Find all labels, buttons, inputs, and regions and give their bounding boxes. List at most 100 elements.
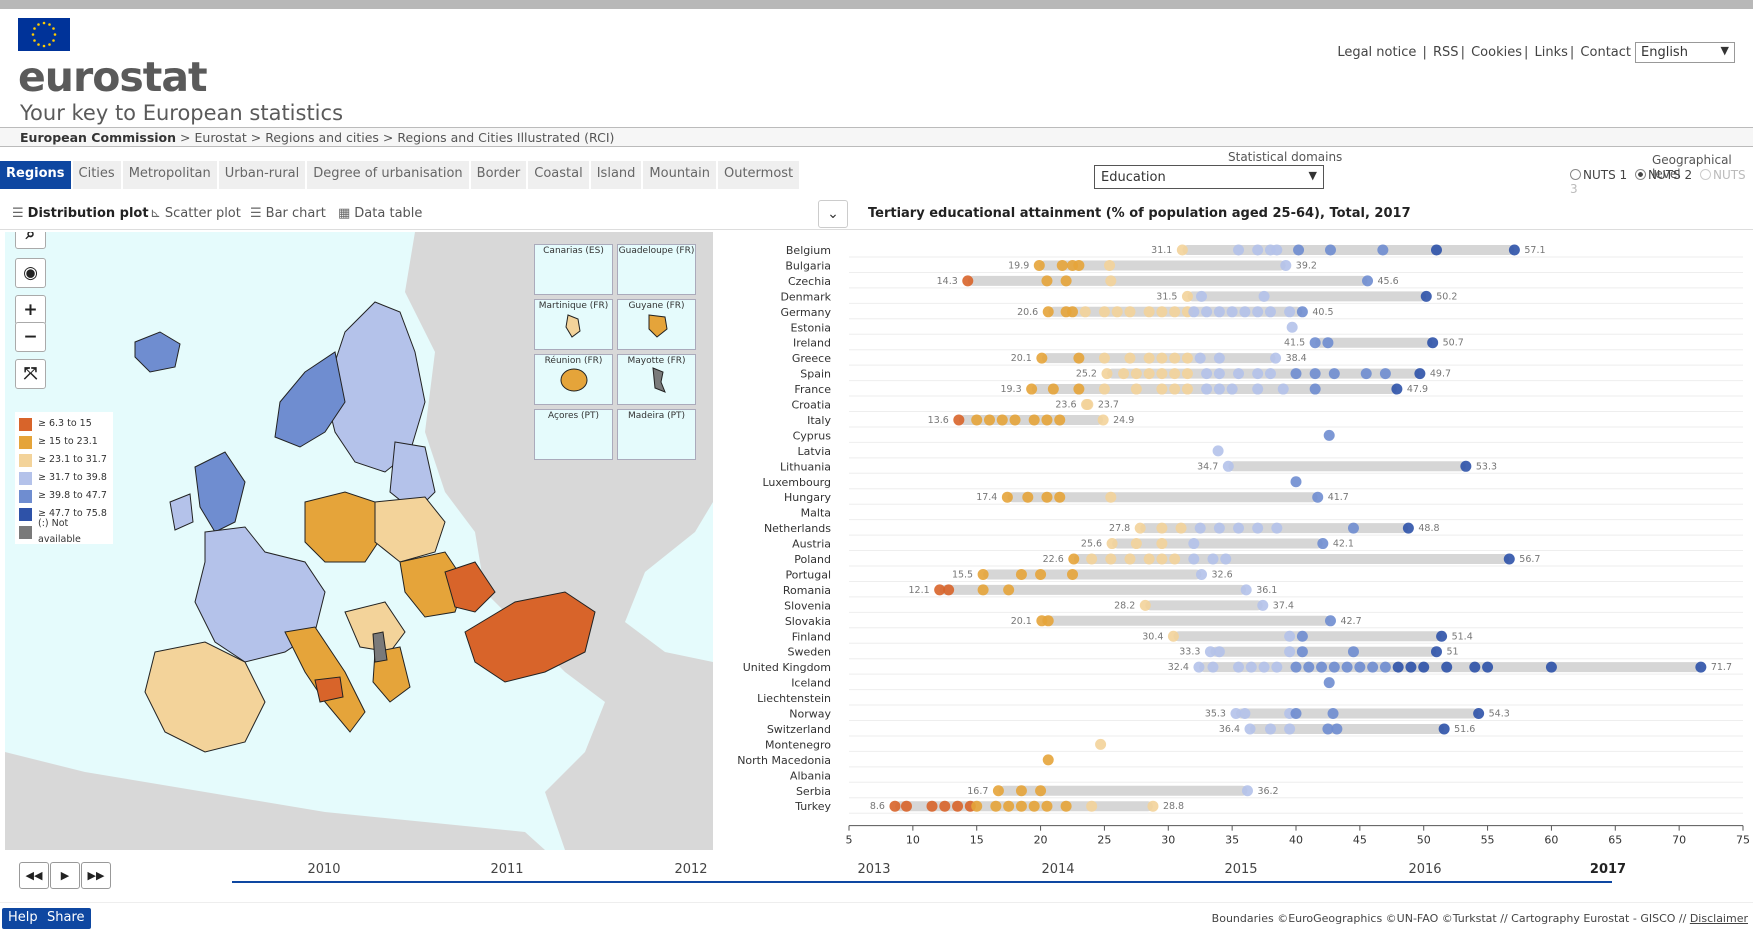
max-label: 36.1 [1256, 585, 1277, 596]
tab-cities[interactable]: Cities [72, 161, 121, 189]
tab-mountain[interactable]: Mountain [643, 161, 716, 189]
data-point [1240, 584, 1252, 596]
data-point [1156, 368, 1168, 380]
legend-item: ≥ 47.7 to 75.8 [19, 505, 109, 523]
zoom-in-button[interactable]: + [15, 295, 46, 325]
data-point [1271, 244, 1283, 256]
data-point [1213, 352, 1225, 364]
tab-degree-of-urbanisation[interactable]: Degree of urbanisation [307, 161, 469, 189]
year-2016[interactable]: 2016 [1408, 862, 1442, 877]
legal-notice-link[interactable]: Legal notice [1337, 45, 1417, 60]
cookies-link[interactable]: Cookies [1471, 45, 1522, 60]
choropleth-map[interactable]: ⌕ ◉ + − ⤧ ≥ 6.3 to 15 ≥ 15 to 23.1 ≥ 23.… [5, 232, 713, 850]
min-label: 20.1 [1011, 616, 1032, 627]
reset-extent-button[interactable]: ⤧ [15, 359, 46, 389]
year-2010[interactable]: 2010 [307, 862, 341, 877]
distribution-plot-tab[interactable]: ☰ Distribution plot [12, 206, 149, 221]
breadcrumb-item[interactable]: > Regions and cities [250, 130, 379, 145]
data-point [1286, 321, 1298, 333]
bar-chart-icon: ☰ [250, 206, 262, 221]
year-2014[interactable]: 2014 [1041, 862, 1075, 877]
tab-island[interactable]: Island [590, 161, 642, 189]
min-label: 20.6 [1017, 307, 1038, 318]
globe-button[interactable]: ◉ [15, 258, 46, 288]
nuts2-label[interactable]: NUTS 2 [1647, 168, 1693, 182]
year-2011[interactable]: 2011 [490, 862, 524, 877]
year-2015[interactable]: 2015 [1224, 862, 1258, 877]
data-point [1473, 708, 1485, 719]
contact-link[interactable]: Contact [1580, 45, 1631, 60]
collapse-button[interactable]: ⌄ [818, 200, 848, 228]
data-point [1213, 383, 1225, 395]
inset-guadeloupe[interactable]: Guadeloupe (FR) [617, 244, 696, 295]
data-point [1147, 800, 1159, 812]
data-table-tab[interactable]: ▦ Data table [338, 206, 422, 221]
year-2013[interactable]: 2013 [857, 862, 891, 877]
help-button[interactable]: Help [2, 908, 44, 929]
nuts2-radio[interactable] [1634, 169, 1646, 180]
rewind-button[interactable]: ◀◀ [19, 862, 49, 889]
data-point [1252, 522, 1264, 534]
year-2017[interactable]: 2017 [1589, 862, 1627, 877]
bar-chart-tab[interactable]: ☰ Bar chart [250, 206, 326, 221]
data-point [1257, 599, 1269, 611]
domains-select[interactable]: Education ▼ [1094, 165, 1324, 189]
data-point [1503, 553, 1515, 565]
max-label: 36.2 [1257, 786, 1278, 797]
data-point [1438, 723, 1450, 735]
eu-flag-logo[interactable] [18, 18, 70, 51]
inset-guyane[interactable]: Guyane (FR) [617, 299, 696, 350]
data-point [1377, 244, 1389, 256]
zoom-out-button[interactable]: − [15, 322, 46, 352]
legend-label: ≥ 6.3 to 15 [38, 418, 92, 429]
legend-item: ≥ 39.8 to 47.7 [19, 487, 109, 505]
legend-label: ≥ 23.1 to 31.7 [38, 454, 107, 465]
data-point [1082, 399, 1094, 410]
data-point [1545, 661, 1557, 673]
breadcrumb-item[interactable]: > Eurostat [180, 130, 247, 145]
timeline-track[interactable] [232, 881, 1612, 883]
links-link[interactable]: Links [1534, 45, 1568, 60]
max-label: 50.2 [1436, 291, 1457, 302]
legend-item: ≥ 15 to 23.1 [19, 433, 109, 451]
data-point [1097, 414, 1109, 426]
inset-mayotte[interactable]: Mayotte (FR) [617, 354, 696, 405]
data-point [1508, 244, 1520, 256]
data-point [926, 800, 938, 812]
data-point [1167, 630, 1179, 642]
tab-coastal[interactable]: Coastal [528, 161, 589, 189]
search-button[interactable]: ⌕ [15, 232, 46, 249]
nuts1-radio[interactable] [1570, 169, 1581, 180]
tab-regions[interactable]: Regions [0, 161, 71, 189]
play-button[interactable]: ▶ [50, 862, 80, 889]
eurostat-logo-text[interactable]: eurostat [18, 53, 208, 101]
forward-button[interactable]: ▶▶ [81, 862, 111, 889]
data-point [1156, 553, 1168, 565]
disclaimer-link[interactable]: Disclaimer [1689, 912, 1748, 925]
legend-item: ≥ 6.3 to 15 [19, 415, 109, 433]
inset-martinique[interactable]: Martinique (FR) [534, 299, 613, 350]
nuts1-label[interactable]: NUTS 1 [1583, 168, 1628, 182]
tab-metropolitan[interactable]: Metropolitan [122, 161, 217, 189]
guyane-shape [648, 314, 668, 338]
country-label: North Macedonia [737, 754, 831, 767]
tab-urban-rural[interactable]: Urban-rural [218, 161, 306, 189]
scatter-plot-tab[interactable]: ⊾ Scatter plot [150, 206, 241, 221]
inset-canarias[interactable]: Canarias (ES) [534, 244, 613, 295]
language-select[interactable]: English ▼ [1635, 42, 1735, 63]
share-button[interactable]: Share [41, 908, 91, 929]
tab-outermost[interactable]: Outermost [717, 161, 800, 189]
data-point [1041, 800, 1053, 812]
data-point [1042, 615, 1054, 627]
inset-acores[interactable]: Açores (PT) [534, 409, 613, 460]
data-point [1322, 723, 1334, 735]
year-2012[interactable]: 2012 [674, 862, 708, 877]
breadcrumb-root[interactable]: European Commission [20, 130, 177, 145]
rss-link[interactable]: RSS [1433, 45, 1459, 60]
tab-border[interactable]: Border [470, 161, 527, 189]
data-point [1175, 522, 1187, 534]
range-bar [1145, 600, 1263, 611]
data-point [977, 568, 989, 580]
inset-reunion[interactable]: Réunion (FR) [534, 354, 613, 405]
inset-madeira[interactable]: Madeira (PT) [617, 409, 696, 460]
